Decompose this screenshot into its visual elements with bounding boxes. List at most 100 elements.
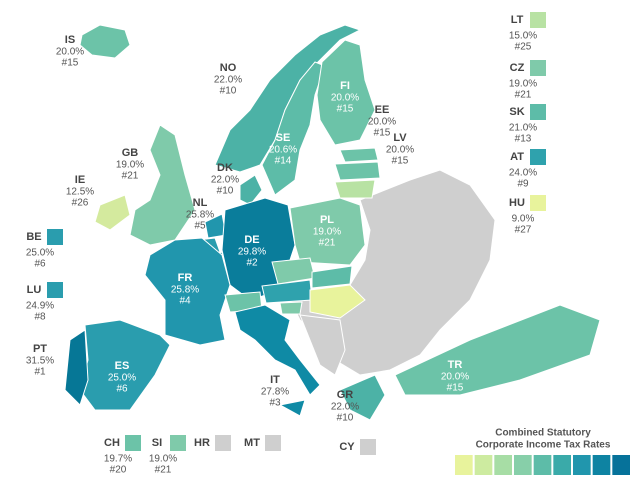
country-code: PL [320, 214, 334, 226]
tax-rate: 24.9% [26, 301, 54, 312]
rank: #15 [447, 383, 464, 394]
tax-rate: 20.0% [441, 372, 469, 383]
color-swatch [530, 195, 546, 211]
rank: #1 [34, 367, 46, 378]
country-code: DK [217, 162, 233, 174]
country-code: CY [339, 441, 355, 453]
country-code: IT [270, 374, 280, 386]
country-code: GB [122, 147, 139, 159]
tax-rate: 20.6% [269, 145, 297, 156]
country-code: HU [509, 197, 525, 209]
tax-rate: 15.0% [509, 31, 537, 42]
country-code: IS [65, 34, 75, 46]
country [239, 174, 263, 206]
country-code: LT [511, 14, 524, 26]
legend-swatch [474, 455, 493, 475]
tax-rate: 19.7% [104, 454, 132, 465]
country-code: HR [194, 437, 210, 449]
tax-rate: 31.5% [26, 356, 54, 367]
tax-rate: 20.0% [368, 117, 396, 128]
rank: #10 [337, 413, 354, 424]
tax-rate: 25.8% [186, 210, 214, 221]
rank: #6 [116, 384, 128, 395]
country-code: TR [448, 359, 463, 371]
tax-rate: 19.0% [313, 227, 341, 238]
tax-rate: 20.0% [331, 93, 359, 104]
country [64, 329, 89, 406]
country [316, 39, 376, 146]
tax-rate: 29.8% [238, 247, 266, 258]
country-code: FI [340, 80, 350, 92]
country-code: CZ [510, 62, 525, 74]
rank: #15 [62, 58, 79, 69]
country-code: NO [220, 62, 237, 74]
rank: #15 [374, 128, 391, 139]
country [339, 147, 379, 163]
tax-rate: 22.0% [214, 75, 242, 86]
legend-swatch [573, 455, 591, 475]
country-code: GR [337, 389, 354, 401]
rank: #3 [269, 398, 281, 409]
country [311, 265, 353, 289]
tax-rate: 22.0% [211, 175, 239, 186]
country [278, 399, 306, 417]
grey-land [299, 314, 346, 376]
country-code: CH [104, 437, 120, 449]
legend-swatch [592, 455, 611, 475]
tax-rate: 9.0% [512, 214, 535, 225]
rank: #10 [220, 86, 237, 97]
rank: #4 [179, 296, 191, 307]
tax-rate: 25.0% [108, 373, 136, 384]
country-code: IE [75, 174, 85, 186]
rank: #21 [155, 465, 172, 476]
rank: #2 [246, 258, 258, 269]
tax-rate: 19.0% [149, 454, 177, 465]
tax-rate: 27.8% [261, 387, 289, 398]
tax-rate: 22.0% [331, 402, 359, 413]
tax-rate: 20.0% [56, 47, 84, 58]
tax-rate: 20.0% [386, 145, 414, 156]
country [234, 304, 321, 396]
rank: #21 [319, 238, 336, 249]
color-swatch [125, 435, 141, 451]
rank: #21 [515, 90, 532, 101]
legend-swatch [455, 455, 473, 475]
legend-title: Combined Statutory [495, 428, 591, 439]
country-code: FR [178, 272, 193, 284]
country-code: LV [393, 132, 407, 144]
color-swatch [530, 60, 546, 76]
rank: #5 [194, 221, 206, 232]
country [309, 284, 366, 319]
rank: #14 [275, 156, 292, 167]
rank: #27 [515, 225, 532, 236]
country [334, 161, 381, 181]
country-label: LU 24.9%#8 [26, 282, 63, 323]
country-label: AT 24.0%#9 [509, 149, 546, 190]
country-code: LU [27, 284, 42, 296]
rank: #13 [515, 134, 532, 145]
country-label: SI 19.0%#21 [149, 435, 186, 476]
country [339, 374, 386, 421]
land [64, 24, 601, 421]
color-swatch [360, 439, 376, 455]
color-swatch [530, 149, 546, 165]
color-swatch [530, 104, 546, 120]
country [144, 237, 231, 346]
tax-rate: 24.0% [509, 168, 537, 179]
rank: #10 [217, 186, 234, 197]
country [289, 197, 366, 266]
legend-swatch [533, 455, 552, 475]
color-swatch [47, 282, 63, 298]
legend-swatch [612, 455, 630, 475]
country-label: CZ 19.0%#21 [509, 60, 546, 101]
country-code: DE [244, 234, 259, 246]
